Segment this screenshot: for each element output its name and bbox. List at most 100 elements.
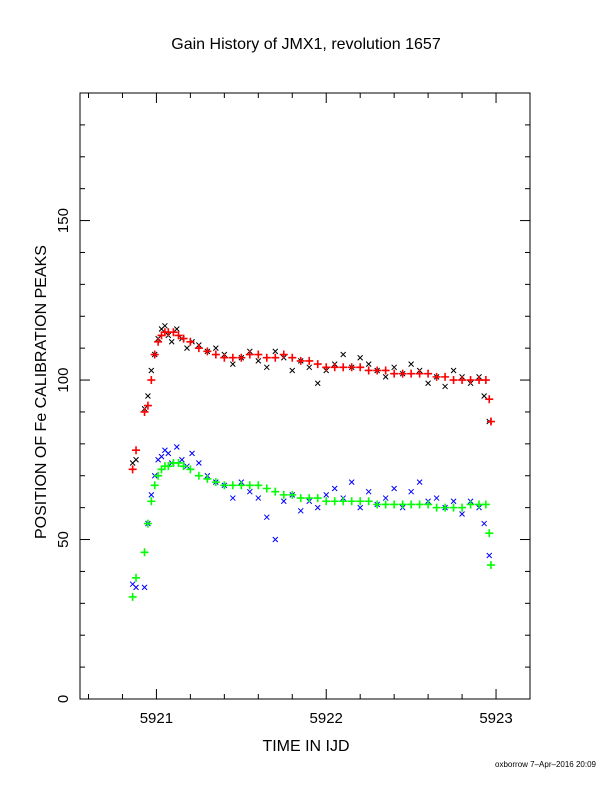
data-point bbox=[150, 350, 159, 359]
axis-tick-labels: 0 50 100 150 5921 5922 5923 bbox=[55, 208, 513, 727]
data-point bbox=[408, 488, 414, 495]
data-point bbox=[245, 350, 254, 359]
data-point bbox=[220, 353, 229, 362]
data-point bbox=[433, 495, 440, 501]
data-point bbox=[407, 500, 416, 509]
data-point bbox=[364, 497, 373, 506]
data-point bbox=[357, 354, 364, 361]
data-point bbox=[196, 460, 202, 466]
data-point bbox=[228, 353, 237, 362]
data-point bbox=[382, 495, 389, 501]
data-point bbox=[263, 514, 270, 521]
data-point bbox=[143, 519, 152, 528]
data-point bbox=[407, 369, 416, 378]
data-point bbox=[458, 503, 467, 512]
data-point bbox=[365, 361, 372, 367]
data-point bbox=[179, 456, 185, 463]
chart-title: Gain History of JMX1, revolution 1657 bbox=[171, 36, 441, 53]
data-point bbox=[173, 326, 180, 332]
y-tick-label: 100 bbox=[55, 368, 72, 393]
data-point bbox=[415, 369, 424, 378]
data-point bbox=[296, 494, 305, 503]
series-0 bbox=[129, 322, 493, 466]
data-point bbox=[296, 356, 305, 365]
data-point bbox=[450, 367, 457, 374]
data-point bbox=[398, 500, 407, 509]
data-marks bbox=[128, 322, 495, 601]
data-point bbox=[143, 401, 152, 410]
data-point bbox=[322, 497, 331, 506]
data-point bbox=[189, 450, 195, 457]
data-point bbox=[168, 338, 175, 345]
data-point bbox=[179, 334, 188, 343]
data-point bbox=[408, 361, 414, 367]
data-point bbox=[481, 376, 490, 385]
data-point bbox=[486, 552, 493, 559]
data-point bbox=[164, 462, 173, 471]
data-point bbox=[246, 488, 253, 495]
data-point bbox=[322, 363, 331, 372]
data-point bbox=[313, 360, 322, 369]
data-point bbox=[475, 500, 484, 509]
data-point bbox=[314, 504, 321, 511]
data-point bbox=[305, 494, 314, 503]
data-point bbox=[356, 363, 365, 372]
data-point bbox=[254, 481, 263, 490]
data-point bbox=[425, 380, 431, 387]
data-point bbox=[391, 364, 398, 371]
data-point bbox=[365, 488, 372, 495]
data-point bbox=[288, 490, 297, 499]
data-point bbox=[154, 471, 163, 480]
y-tick-label: 0 bbox=[55, 695, 72, 703]
data-point bbox=[390, 500, 399, 509]
data-point bbox=[229, 495, 236, 501]
y-tick-label: 150 bbox=[55, 208, 72, 233]
data-point bbox=[289, 367, 296, 374]
data-point bbox=[211, 350, 220, 359]
data-point bbox=[442, 383, 448, 390]
data-point bbox=[347, 497, 356, 506]
credit-stamp: oxborrow 7–Apr–2016 20:09 bbox=[495, 760, 596, 769]
data-point bbox=[148, 492, 155, 498]
data-point bbox=[449, 376, 458, 385]
data-point bbox=[348, 479, 355, 485]
data-point bbox=[331, 485, 338, 492]
x-tick-label: 5922 bbox=[310, 710, 343, 727]
data-point bbox=[165, 450, 172, 457]
series-3 bbox=[128, 458, 495, 601]
data-point bbox=[229, 361, 236, 367]
data-point bbox=[179, 462, 188, 471]
data-point bbox=[424, 369, 433, 378]
data-point bbox=[313, 494, 322, 503]
data-point bbox=[288, 353, 297, 362]
data-point bbox=[347, 363, 356, 372]
data-point bbox=[132, 573, 141, 582]
data-point bbox=[330, 497, 339, 506]
data-point bbox=[145, 393, 151, 399]
data-point bbox=[255, 358, 262, 364]
data-point bbox=[262, 353, 271, 362]
data-point bbox=[356, 497, 365, 506]
data-point bbox=[441, 503, 450, 512]
data-point bbox=[162, 322, 168, 329]
data-point bbox=[485, 395, 494, 404]
data-point bbox=[212, 345, 219, 352]
data-point bbox=[466, 376, 475, 385]
data-point bbox=[390, 369, 399, 378]
data-point bbox=[133, 456, 139, 463]
x-tick-label: 5923 bbox=[479, 710, 512, 727]
data-point bbox=[466, 500, 475, 509]
data-point bbox=[174, 331, 183, 340]
data-point bbox=[481, 500, 490, 509]
data-point bbox=[475, 376, 484, 385]
data-point bbox=[449, 503, 458, 512]
data-point bbox=[154, 337, 163, 346]
data-point bbox=[128, 592, 137, 601]
data-point bbox=[271, 353, 280, 362]
data-point bbox=[262, 484, 271, 493]
data-point bbox=[486, 561, 495, 570]
data-point bbox=[340, 351, 347, 358]
data-point bbox=[148, 367, 155, 374]
data-point bbox=[279, 490, 288, 499]
